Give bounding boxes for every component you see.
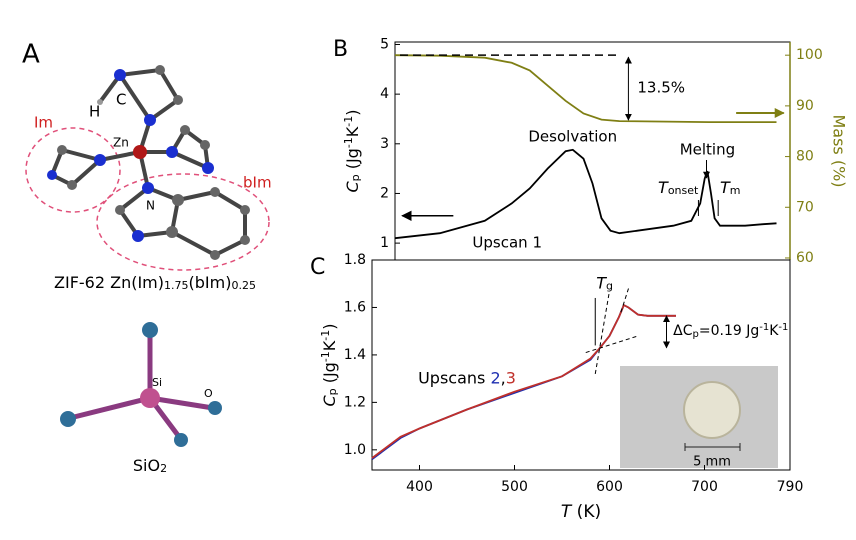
label-im: Im [34, 114, 53, 132]
text-part: ΔC [673, 323, 693, 339]
text-part: ZIF-62 Zn(Im) [54, 273, 164, 292]
text-part: T [561, 502, 573, 522]
text-part: T [658, 178, 669, 197]
x-tick-label: 700 [691, 479, 718, 495]
y-tick-label: 1.0 [344, 442, 366, 458]
y-tick-label: 2 [380, 185, 389, 201]
annotation: Tm [720, 178, 741, 197]
annotation: Melting [680, 141, 735, 159]
annotation: Tg [596, 273, 613, 292]
x-tick-label: 600 [596, 479, 623, 495]
legend-label: Upscan 1 [472, 234, 542, 252]
text-part: ) [320, 323, 339, 329]
y-tick-label: 1 [380, 235, 389, 251]
atom-label: Si [152, 376, 162, 389]
scale-label: 5 mm [693, 455, 731, 470]
text-part: -1 [342, 116, 355, 127]
text-part: K [320, 340, 339, 351]
legend-label: , [501, 368, 506, 387]
atom-label: H [89, 103, 100, 121]
y-tick-label: 1.4 [344, 347, 366, 363]
text-part: SiO [133, 456, 160, 475]
label-bim: bIm [243, 174, 272, 192]
x-tick-label: 790 [777, 479, 804, 495]
annotation: 13.5% [637, 79, 685, 97]
x-tick-label: 400 [406, 479, 433, 495]
atom-label: Zn [113, 136, 129, 150]
text-part: p [693, 329, 699, 340]
text-part: -1 [342, 137, 355, 148]
x-tick-label: 500 [501, 479, 528, 495]
text-part: (Jg [320, 362, 339, 388]
y-tick-label: 1.6 [344, 299, 366, 315]
structure-caption: SiO2 [133, 456, 167, 475]
y-tick-label: 4 [380, 86, 389, 102]
annotation: Desolvation [528, 128, 617, 146]
text-part: (K) [571, 502, 601, 522]
plot-frame [371, 259, 791, 471]
legend-entry: 2 [490, 368, 500, 387]
inset-photo [620, 366, 778, 468]
sio2-structure [60, 322, 222, 447]
y2-tick-label: 70 [796, 199, 814, 215]
structure-caption: ZIF-62 Zn(Im)1.75(bIm)0.25 [54, 273, 256, 292]
text-part: C [343, 181, 362, 193]
data-line [394, 148, 777, 240]
text-part: K [343, 126, 362, 137]
text-part: m [730, 184, 741, 197]
atom-label: N [146, 199, 155, 213]
text-part: T [596, 273, 607, 292]
y-tick-label: 1.2 [344, 394, 366, 410]
text-part: onset [668, 184, 699, 197]
annotation: ΔCp=0.19 Jg-1K-1 [673, 322, 788, 340]
text-part: -1 [319, 330, 332, 341]
y2-tick-label: 80 [796, 149, 814, 165]
zif-structure [25, 65, 270, 271]
y-axis-label: Cp (Jg-1K-1) [342, 109, 362, 192]
y-tick-label: 3 [380, 136, 389, 152]
x-axis-label: T (K) [561, 502, 601, 522]
text-part: 1.75 [164, 279, 189, 292]
y2-tick-label: 90 [796, 98, 814, 114]
atom-label: C [116, 91, 126, 109]
text-part: -1 [319, 351, 332, 362]
panel-letter: A [22, 40, 40, 70]
text-part: 2 [160, 462, 167, 475]
text-part: p [349, 174, 362, 181]
tangent-line [585, 335, 639, 354]
text-part: -1 [759, 322, 769, 333]
text-part: ) [343, 109, 362, 115]
legend-label: Upscans [418, 368, 490, 387]
y2-axis-label: Mass (%) [830, 114, 849, 187]
y2-tick-label: 100 [796, 47, 823, 63]
y-axis-label: Cp (Jg-1K-1) [319, 323, 339, 406]
y-tick-label: 1.8 [344, 252, 366, 268]
text-part: 0.25 [231, 279, 256, 292]
legend-entry: 3 [506, 368, 516, 387]
panel-letter: B [333, 37, 348, 62]
text-part: C [320, 395, 339, 407]
y-tick-label: 5 [380, 36, 389, 52]
panel-letter: C [310, 255, 325, 280]
text-part: -1 [778, 322, 788, 333]
tangent-line [620, 288, 629, 313]
data-line [394, 54, 777, 123]
text-part: (Jg [343, 148, 362, 174]
legend: Upscans 2,3 [418, 368, 516, 387]
text-part: =0.19 Jg [699, 323, 759, 339]
text-part: (bIm) [189, 273, 232, 292]
annotation: Tonset [658, 178, 699, 197]
tangent-line [594, 290, 610, 374]
atom-label: O [204, 387, 213, 400]
text-part: p [326, 388, 339, 395]
text-part: K [769, 323, 779, 339]
text-part: g [606, 279, 613, 292]
text-part: T [720, 178, 731, 197]
y2-tick-label: 60 [796, 250, 814, 266]
